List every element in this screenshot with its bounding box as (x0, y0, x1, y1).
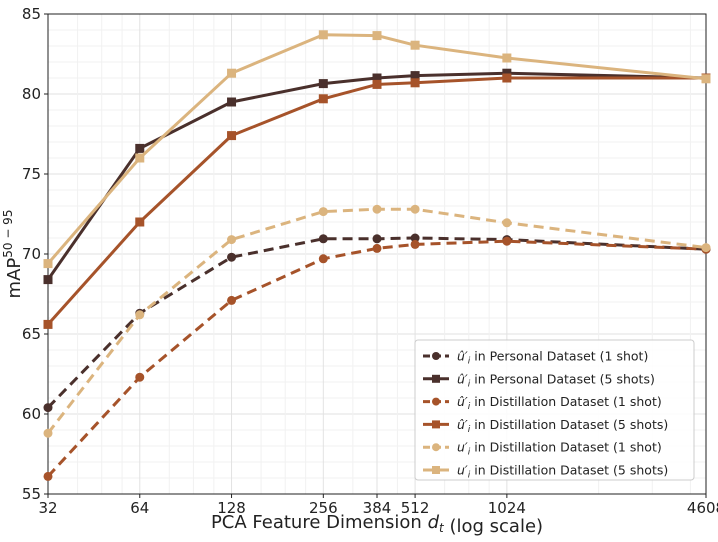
y-tick-label: 55 (22, 485, 41, 503)
y-tick-label: 75 (22, 165, 41, 183)
x-tick-label: 32 (38, 499, 57, 517)
y-tick-label: 60 (22, 405, 41, 423)
legend-marker (432, 443, 440, 452)
x-tick-label: 128 (217, 499, 246, 517)
data-point (410, 204, 420, 214)
series-2 (43, 236, 711, 481)
y-tick-label: 70 (22, 245, 41, 263)
series-4 (43, 204, 711, 438)
x-tick-label: 384 (363, 499, 392, 517)
data-point (372, 73, 382, 83)
y-tick-label: 65 (22, 325, 41, 343)
data-point (502, 53, 512, 63)
data-point (372, 243, 382, 253)
data-point (43, 275, 53, 285)
data-point (135, 372, 145, 382)
data-point (227, 295, 237, 305)
legend-label: u′i in Distillation Dataset (5 shots) (457, 463, 668, 481)
y-axis-label: mAP50 − 95 (1, 210, 25, 299)
legend: û′i in Personal Dataset (1 shot) û′i in P… (414, 339, 695, 481)
data-point (227, 68, 237, 78)
x-tick-label: 512 (401, 499, 430, 517)
series-5 (43, 30, 711, 269)
legend-marker (432, 352, 440, 360)
legend-marker (432, 466, 440, 474)
data-point (502, 68, 512, 78)
legend-label: u′i in Distillation Dataset (1 shot) (457, 440, 662, 458)
legend-marker (432, 420, 440, 429)
data-point (318, 94, 328, 104)
data-point (410, 239, 420, 249)
data-point (227, 97, 237, 107)
data-point (227, 252, 237, 262)
legend-label: û′i in Distillation Dataset (1 shot) (457, 394, 662, 412)
data-point (502, 218, 512, 228)
data-point (227, 131, 237, 141)
data-point (502, 73, 512, 83)
data-point (135, 143, 145, 153)
y-tick-label: 80 (22, 85, 41, 103)
series-line (46, 71, 707, 281)
data-point (410, 71, 420, 81)
data-point (318, 30, 328, 40)
data-point (318, 234, 328, 244)
x-tick-label: 1024 (488, 499, 526, 517)
series-group (43, 30, 711, 481)
data-point (372, 234, 382, 244)
legend-marker (432, 374, 440, 383)
series-line (46, 76, 706, 326)
data-point (701, 74, 711, 84)
data-point (410, 40, 420, 50)
legend-marker (432, 397, 440, 406)
data-point (135, 310, 145, 320)
data-point (227, 235, 237, 245)
data-point (372, 79, 382, 89)
legend-label: û′i in Distillation Dataset (5 shots) (457, 417, 668, 435)
data-point (43, 471, 53, 481)
legend-label: û′i in Personal Dataset (5 shots) (457, 371, 655, 389)
data-point (43, 259, 53, 269)
data-point (43, 403, 53, 413)
legend-label: û′i in Personal Dataset (1 shot) (457, 349, 648, 367)
data-point (701, 243, 711, 253)
data-point (410, 233, 420, 243)
x-tick-label: 64 (130, 499, 149, 517)
data-point (318, 207, 328, 217)
y-tick-label: 85 (22, 5, 41, 23)
data-point (135, 153, 145, 163)
data-point (43, 319, 53, 329)
data-point (372, 204, 382, 214)
data-point (135, 217, 145, 227)
data-point (410, 78, 420, 88)
data-point (318, 254, 328, 264)
data-point (502, 236, 512, 246)
legend-box (414, 339, 695, 481)
data-point (318, 79, 328, 89)
x-tick-label: 256 (309, 499, 338, 517)
x-axis-label: PCA Feature Dimension dt (log scale) (211, 512, 543, 537)
x-tick-label: 4608 (687, 499, 718, 517)
axis-ticks: 55 60 65 70 75 80 85 32 64 128 256 384 512 1024 4608 (22, 5, 718, 517)
series-line (46, 33, 707, 265)
data-point (372, 31, 382, 41)
series-line (46, 207, 707, 435)
data-point (43, 428, 53, 438)
